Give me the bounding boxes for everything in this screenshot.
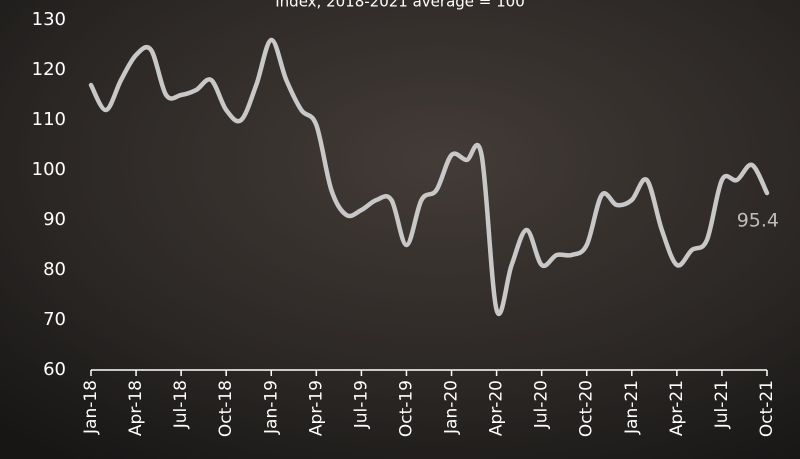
x-tick-label: Jul-21 — [712, 380, 732, 429]
x-tick-label: Jan-20 — [442, 380, 462, 435]
x-tick-label: Apr-19 — [306, 380, 326, 436]
x-tick-label: Oct-18 — [216, 380, 236, 437]
x-tick-label: Apr-18 — [126, 380, 146, 436]
x-tick-label: Jan-18 — [81, 380, 101, 435]
x-tick-label: Jul-20 — [532, 380, 552, 429]
y-tick-label: 100 — [32, 159, 66, 180]
value-label: 95.4 — [737, 210, 779, 232]
x-tick-label: Oct-20 — [577, 380, 597, 437]
y-tick-label: 130 — [32, 9, 66, 30]
x-tick-label: Jan-19 — [261, 380, 281, 435]
x-tick-label: Jul-19 — [351, 380, 371, 429]
x-tick-label: Oct-21 — [757, 380, 777, 437]
y-tick-label: 80 — [43, 259, 66, 280]
chart-subtitle: Index, 2018-2021 average = 100 — [275, 0, 525, 11]
y-tick-label: 70 — [43, 309, 66, 330]
y-tick-label: 120 — [32, 59, 66, 80]
x-tick-label: Oct-19 — [396, 380, 416, 437]
data-line — [88, 37, 770, 316]
x-tick-label: Apr-21 — [667, 380, 687, 436]
x-tick-label: Apr-20 — [487, 380, 507, 436]
y-tick-label: 110 — [32, 109, 66, 130]
y-tick-label: 60 — [43, 359, 66, 380]
y-tick-label: 90 — [43, 209, 66, 230]
x-tick-label: Jul-18 — [171, 380, 191, 429]
x-tick-label: Jan-21 — [622, 380, 642, 435]
